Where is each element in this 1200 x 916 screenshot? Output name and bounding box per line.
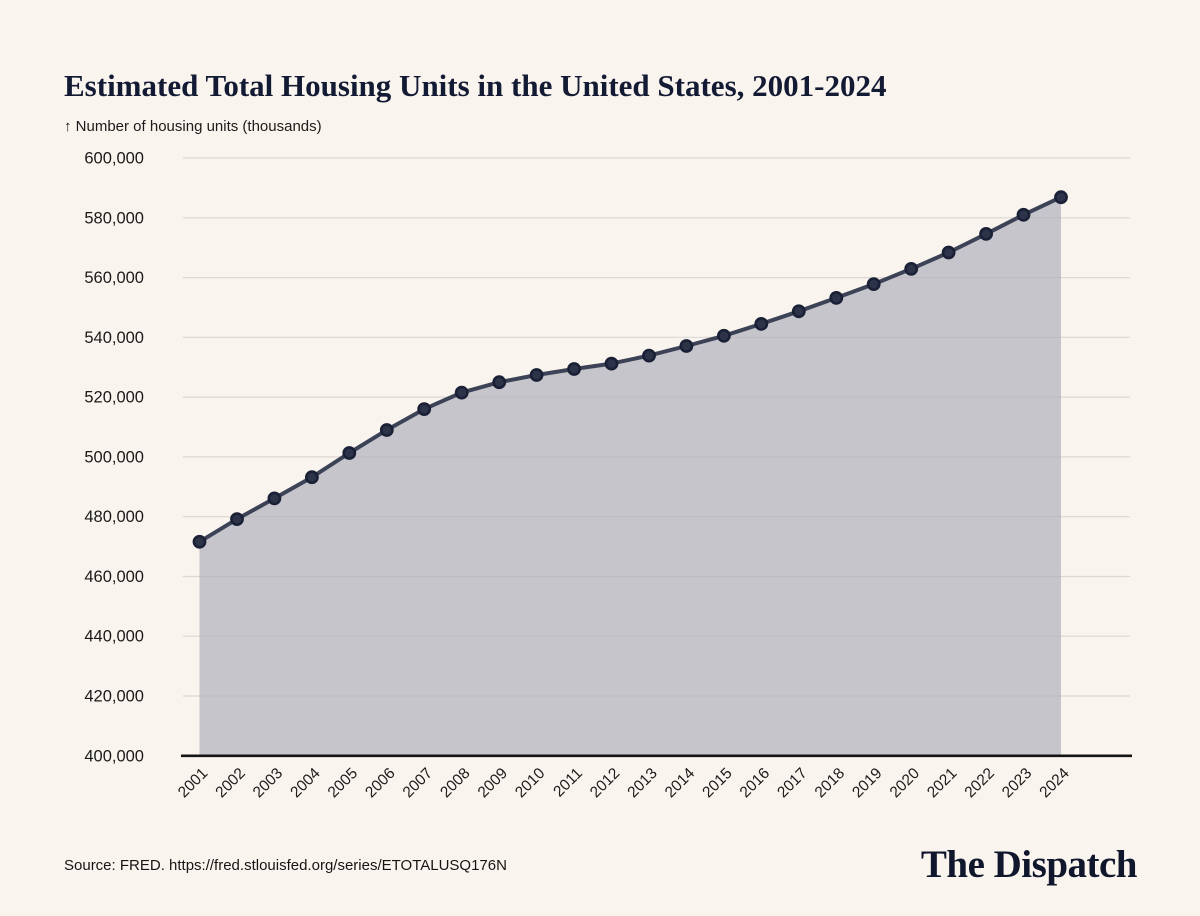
x-axis-year-label: 2003 [250,765,286,801]
data-point [604,356,619,371]
x-axis-year-label: 2008 [437,765,473,801]
data-point [230,512,244,526]
data-point [754,316,769,331]
x-axis-year-label: 2007 [400,765,436,801]
x-axis-year-label: 2017 [774,765,810,801]
y-axis-tick-label: 420,000 [84,688,144,706]
data-point [342,446,357,460]
y-axis-tick-label: 540,000 [84,329,144,347]
data-point [379,423,394,437]
data-point [1054,190,1068,205]
y-axis-tick-label: 440,000 [84,628,144,646]
data-point [941,245,956,260]
data-point [642,348,656,363]
x-axis-year-label: 2004 [287,765,324,802]
x-axis-year-label: 2001 [175,765,211,801]
y-axis-tick-label: 520,000 [84,389,144,407]
data-point [866,277,881,291]
data-point [529,368,544,382]
data-point [679,339,694,353]
data-point [979,226,993,241]
chart-title: Estimated Total Housing Units in the Uni… [64,67,887,103]
y-axis-tick-label: 400,000 [84,747,144,765]
x-axis-year-label: 2016 [737,765,773,801]
x-axis-year-label: 2018 [812,765,848,801]
x-axis-year-label: 2005 [325,765,361,801]
x-axis-year-label: 2013 [624,765,660,801]
x-axis-year-label: 2020 [887,765,924,802]
x-axis-year-label: 2011 [550,765,586,801]
x-axis-year-label: 2024 [1036,765,1073,802]
dispatch-logo: The Dispatch [920,843,1138,886]
y-axis-tick-label: 460,000 [84,568,144,586]
x-axis-year-label: 2015 [699,765,735,801]
area-fill [199,197,1061,756]
x-axis-year-label: 2012 [587,765,623,801]
x-axis-year-label: 2021 [924,765,960,801]
data-point [492,375,507,390]
y-axis-caption: ↑ Number of housing units (thousands) [64,118,322,135]
data-point [829,290,844,305]
x-axis-year-label: 2019 [849,765,885,801]
data-point [267,491,282,506]
y-axis-tick-label: 580,000 [84,209,144,227]
data-point [791,304,806,319]
data-point [567,362,581,376]
x-axis-year-label: 2006 [362,765,398,801]
x-axis-year-label: 2002 [212,765,248,801]
data-point [717,328,731,343]
y-axis-tick-label: 560,000 [84,269,144,287]
data-point [454,385,469,400]
y-axis-tick-label: 500,000 [84,448,144,466]
x-axis-year-label: 2014 [662,765,699,802]
source-credit: Source: FRED. https://fred.stlouisfed.or… [64,857,507,874]
y-axis-tick-label: 600,000 [84,150,144,168]
x-axis-year-label: 2023 [999,765,1035,801]
x-axis-year-label: 2009 [475,765,511,801]
data-point [192,534,207,549]
data-point [1016,207,1031,222]
x-axis-year-label: 2010 [512,765,549,802]
x-axis-year-label: 2022 [962,765,998,801]
data-point [417,402,432,416]
data-point [904,261,919,276]
y-axis-tick-label: 480,000 [84,508,144,526]
data-point [304,470,319,485]
